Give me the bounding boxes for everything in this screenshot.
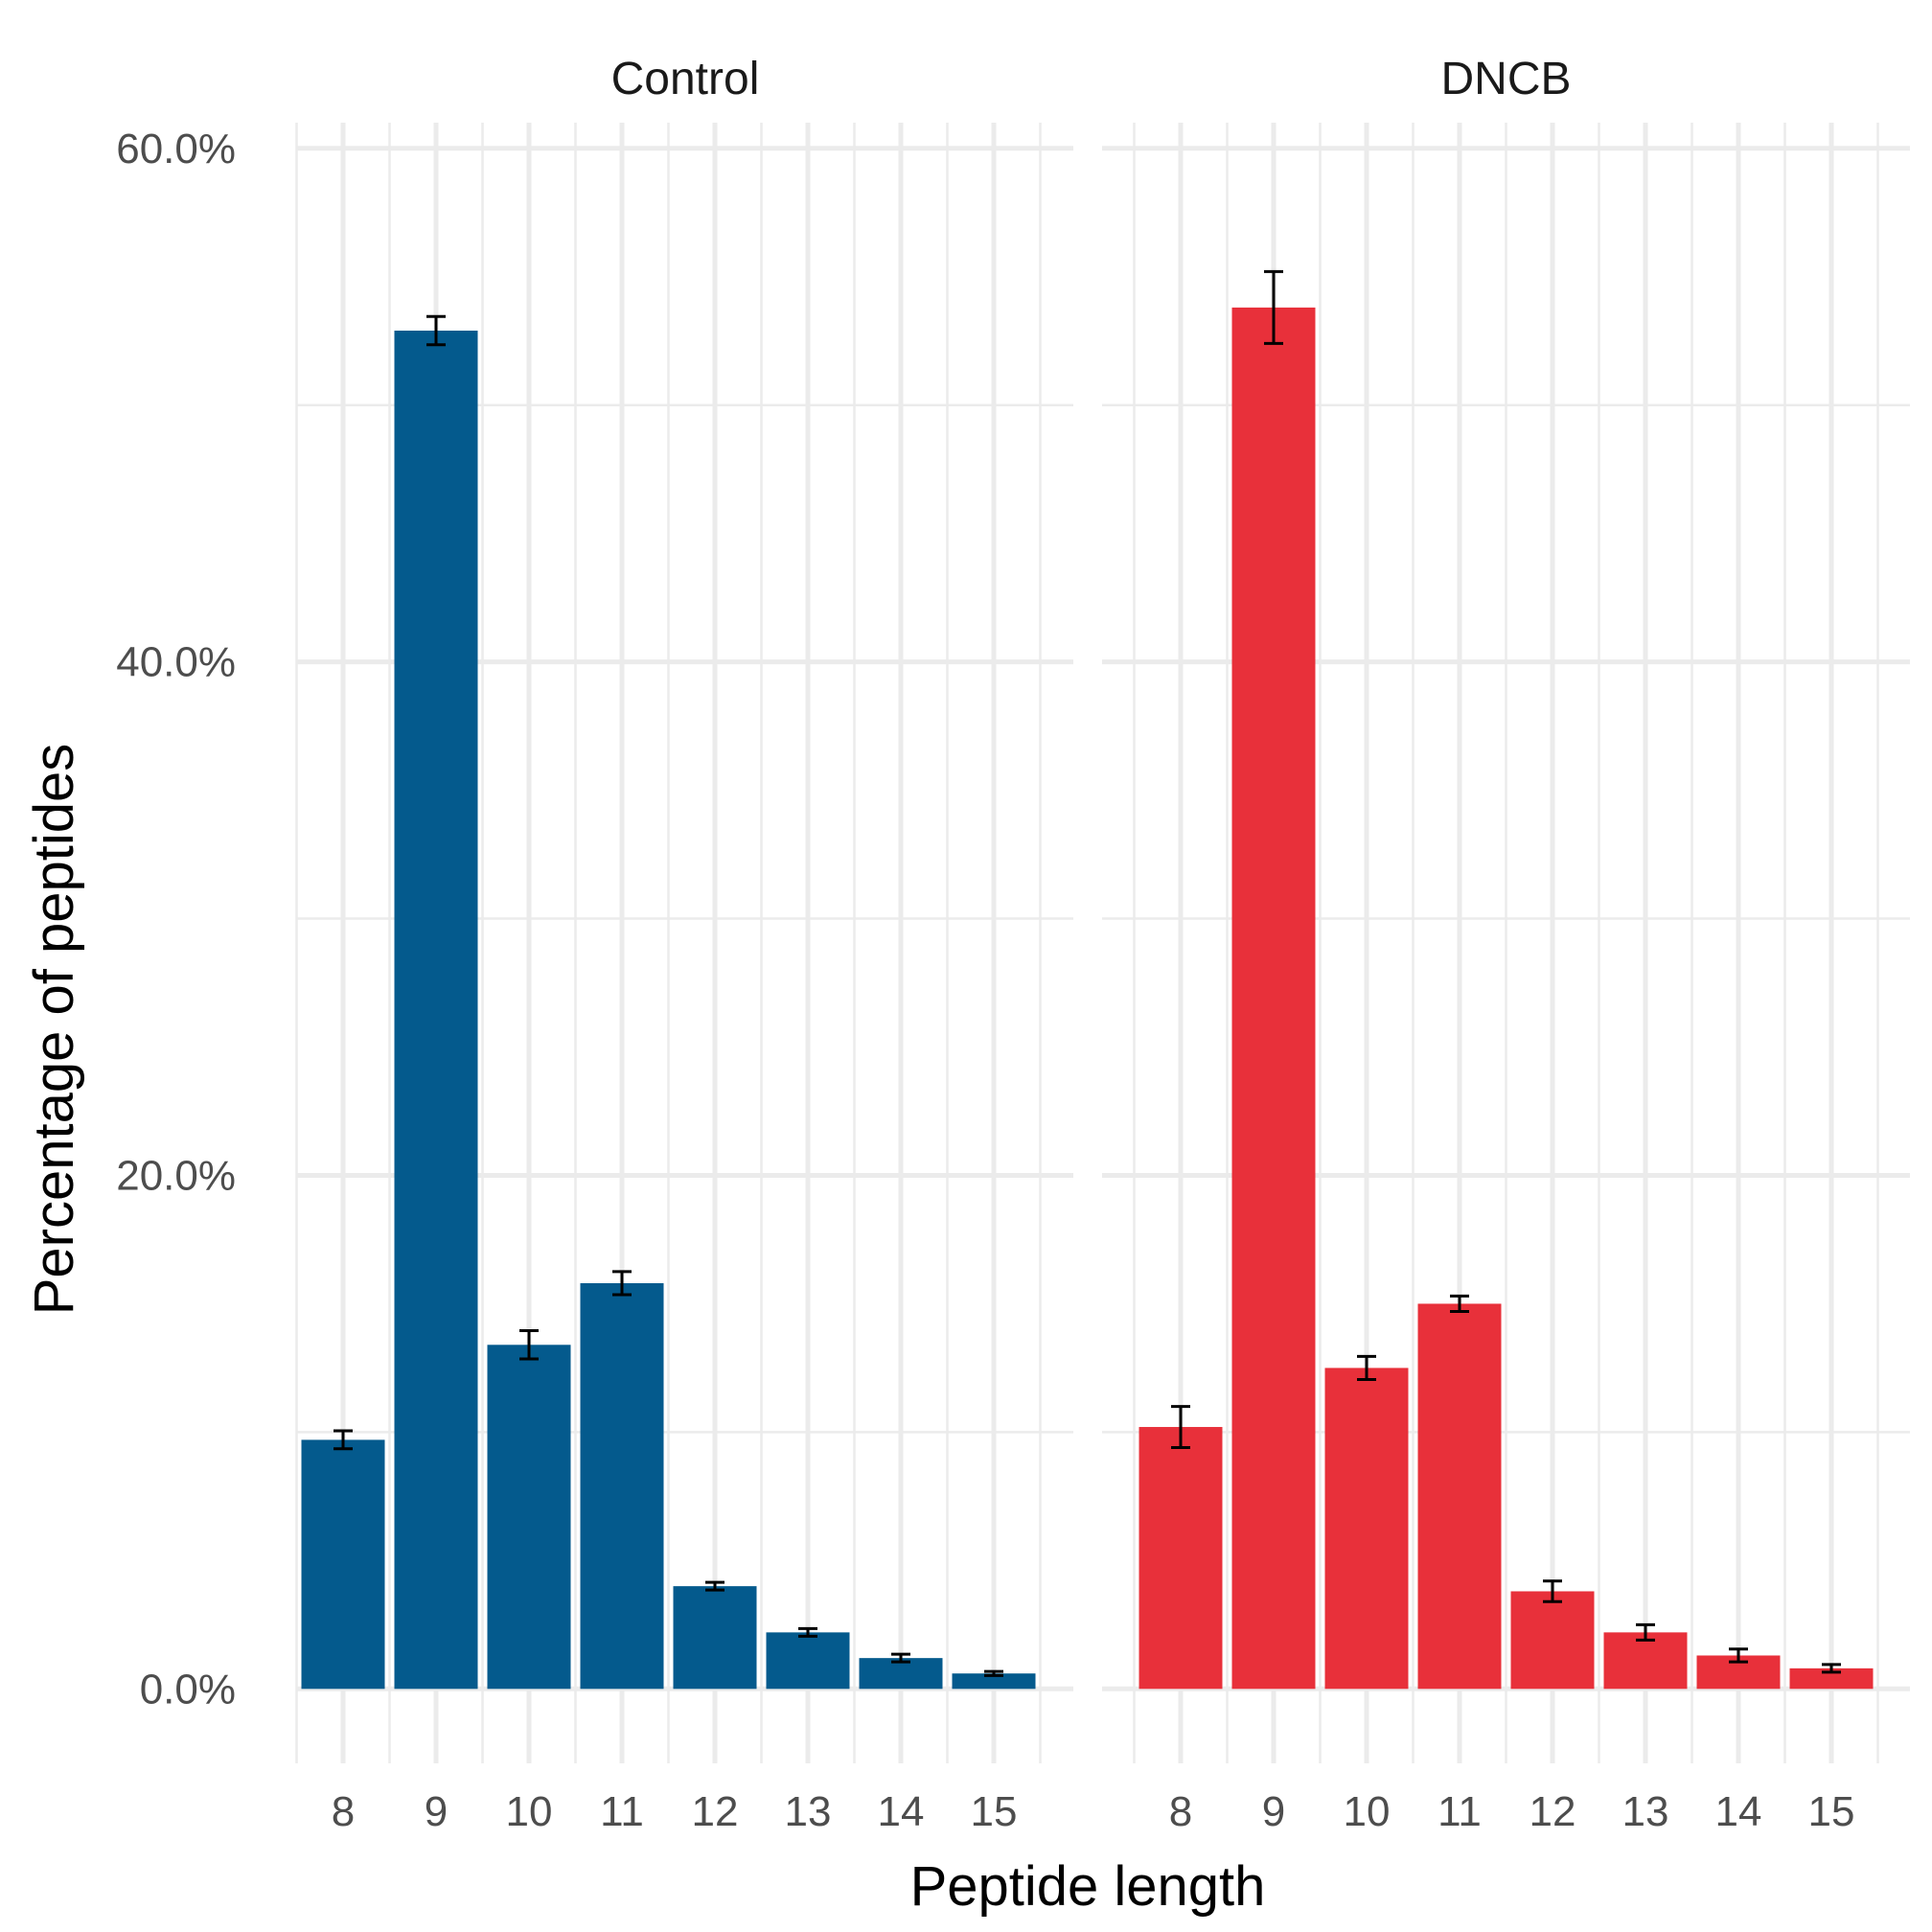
- x-tick-label: 10: [1344, 1788, 1391, 1835]
- x-tick-label: 15: [971, 1788, 1018, 1835]
- y-tick-label: 60.0%: [116, 126, 236, 172]
- x-tick-label: 13: [1622, 1788, 1669, 1835]
- y-tick-label: 40.0%: [116, 639, 236, 686]
- panel-dncb: DNCB 8 9 10 11 12 13 14 15: [1102, 54, 1910, 1835]
- bar: [1510, 1591, 1595, 1690]
- bar: [1417, 1303, 1502, 1690]
- bar: [301, 1439, 385, 1690]
- x-tick-label: 9: [1262, 1788, 1285, 1835]
- bar: [1324, 1368, 1409, 1690]
- facet-label: DNCB: [1440, 54, 1571, 104]
- bar: [487, 1345, 571, 1690]
- x-tick-label: 14: [1715, 1788, 1762, 1835]
- x-tick-label: 12: [1530, 1788, 1576, 1835]
- bar: [1138, 1427, 1223, 1690]
- x-tick-label: 15: [1808, 1788, 1855, 1835]
- bar: [1231, 307, 1316, 1690]
- x-tick-label: 14: [878, 1788, 925, 1835]
- panel-control: Control 8 9 10 11 12 13 14 15: [295, 54, 1073, 1835]
- y-tick-label: 20.0%: [116, 1152, 236, 1199]
- facet-label: Control: [611, 54, 760, 104]
- bar: [394, 331, 478, 1690]
- bar: [580, 1282, 664, 1690]
- bar: [766, 1632, 850, 1690]
- y-axis-title: Percentage of peptides: [23, 744, 85, 1316]
- x-tick-label: 12: [692, 1788, 739, 1835]
- y-tick-label: 0.0%: [140, 1666, 236, 1713]
- bar: [952, 1673, 1036, 1690]
- bar: [1789, 1668, 1874, 1690]
- x-tick-label: 11: [1438, 1788, 1482, 1835]
- x-tick-label: 13: [785, 1788, 832, 1835]
- x-axis-title: Peptide length: [910, 1855, 1266, 1918]
- x-tick-label: 8: [332, 1788, 355, 1835]
- bar: [673, 1586, 757, 1690]
- x-tick-label: 8: [1169, 1788, 1192, 1835]
- y-axis: 0.0% 20.0% 40.0% 60.0%: [116, 126, 236, 1714]
- x-tick-label: 11: [600, 1788, 644, 1835]
- panels-layer: Control 8 9 10 11 12 13 14 15 DNCB 8 9 10 11 12 13 14 15: [295, 54, 1910, 1835]
- bar: [1603, 1632, 1688, 1690]
- x-tick-label: 9: [425, 1788, 448, 1835]
- x-tick-label: 10: [506, 1788, 553, 1835]
